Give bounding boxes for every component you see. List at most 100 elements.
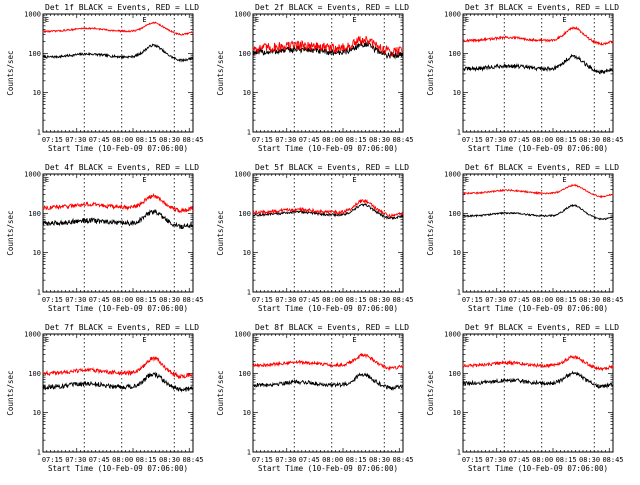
y-axis-label: Counts/sec bbox=[6, 370, 15, 415]
y-tick-label: 1 bbox=[457, 129, 461, 137]
x-axis-label: Start Time (10-Feb-09 07:06:00) bbox=[48, 144, 188, 153]
series-black bbox=[462, 203, 614, 221]
x-tick-label: 08:00 bbox=[532, 456, 553, 464]
plot-frame bbox=[462, 13, 614, 133]
x-tick-label: 08:30 bbox=[369, 136, 390, 144]
series-red bbox=[462, 26, 614, 46]
x-tick-label: 08:45 bbox=[602, 136, 623, 144]
x-tick-label: 08:00 bbox=[532, 296, 553, 304]
x-tick-label: 07:15 bbox=[42, 296, 63, 304]
series-red bbox=[462, 354, 614, 372]
x-tick-label: 08:15 bbox=[556, 136, 577, 144]
panel-8: Det 8f BLACK = Events, RED = LLD 1 10 100 10… bbox=[216, 323, 414, 473]
panel-3: Det 3f BLACK = Events, RED = LLD 1 10 100 10… bbox=[426, 3, 624, 153]
y-tick-label: 1 bbox=[457, 449, 461, 457]
series-red bbox=[252, 198, 404, 218]
plot-frame bbox=[252, 173, 404, 293]
y-axis-label: Counts/sec bbox=[216, 210, 225, 255]
series-black bbox=[252, 41, 404, 60]
x-tick-label: 07:15 bbox=[252, 456, 273, 464]
x-tick-label: 08:00 bbox=[322, 296, 343, 304]
panel-title: Det 9f BLACK = Events, RED = LLD bbox=[465, 323, 619, 332]
panel-9: Det 9f BLACK = Events, RED = LLD 1 10 100 10… bbox=[426, 323, 624, 473]
x-tick-label: 07:30 bbox=[65, 136, 86, 144]
x-axis: 07:15 07:30 07:45 08:00 08:15 08:30 08:45 bbox=[42, 174, 204, 304]
x-axis-label: Start Time (10-Feb-09 07:06:00) bbox=[48, 464, 188, 473]
x-tick-label: 08:15 bbox=[346, 136, 367, 144]
x-tick-label: 08:15 bbox=[346, 296, 367, 304]
x-tick-label: 08:45 bbox=[602, 296, 623, 304]
y-tick-label: 10 bbox=[453, 249, 461, 257]
x-axis-label: Start Time (10-Feb-09 07:06:00) bbox=[48, 304, 188, 313]
x-tick-label: 07:45 bbox=[299, 296, 320, 304]
panel-5: Det 5f BLACK = Events, RED = LLD 1 10 100 10… bbox=[216, 163, 414, 313]
x-tick-label: 08:30 bbox=[159, 456, 180, 464]
y-axis-label: Counts/sec bbox=[216, 50, 225, 95]
panel-title: Det 8f BLACK = Events, RED = LLD bbox=[255, 323, 409, 332]
x-tick-label: 07:45 bbox=[509, 296, 530, 304]
e-marker: E bbox=[255, 16, 259, 24]
y-tick-label: 1000 bbox=[234, 11, 251, 19]
x-tick-label: 08:30 bbox=[579, 136, 600, 144]
x-axis: 07:15 07:30 07:45 08:00 08:15 08:30 08:45 bbox=[252, 174, 414, 304]
x-tick-label: 07:15 bbox=[462, 136, 483, 144]
e-marker: E bbox=[142, 176, 146, 184]
x-tick-label: 07:15 bbox=[462, 456, 483, 464]
x-tick-label: 07:15 bbox=[42, 456, 63, 464]
panel-title: Det 4f BLACK = Events, RED = LLD bbox=[45, 163, 199, 172]
x-tick-label: 08:15 bbox=[346, 456, 367, 464]
x-tick-label: 08:00 bbox=[322, 136, 343, 144]
x-axis: 07:15 07:30 07:45 08:00 08:15 08:30 08:45 bbox=[462, 334, 624, 464]
e-marker: E bbox=[352, 176, 356, 184]
y-tick-label: 1000 bbox=[24, 11, 41, 19]
series-black bbox=[42, 43, 194, 63]
y-tick-label: 1 bbox=[247, 129, 251, 137]
x-tick-label: 08:00 bbox=[532, 136, 553, 144]
y-tick-label: 100 bbox=[28, 50, 41, 58]
y-tick-label: 10 bbox=[33, 409, 41, 417]
panel-title: Det 7f BLACK = Events, RED = LLD bbox=[45, 323, 199, 332]
panel-6: Det 6f BLACK = Events, RED = LLD 1 10 100 10… bbox=[426, 163, 624, 313]
series-black bbox=[252, 203, 404, 221]
y-tick-label: 1000 bbox=[234, 171, 251, 179]
y-tick-label: 1000 bbox=[444, 11, 461, 19]
x-axis-label: Start Time (10-Feb-09 07:06:00) bbox=[468, 464, 608, 473]
y-tick-label: 1 bbox=[37, 129, 41, 137]
y-axis: 1 10 100 1000 bbox=[24, 331, 193, 457]
y-axis: 1 10 100 1000 bbox=[444, 11, 613, 137]
x-tick-label: 07:30 bbox=[65, 296, 86, 304]
y-tick-label: 100 bbox=[238, 210, 251, 218]
y-axis: 1 10 100 1000 bbox=[444, 171, 613, 297]
x-tick-label: 08:30 bbox=[159, 296, 180, 304]
y-tick-label: 100 bbox=[448, 50, 461, 58]
x-tick-label: 08:30 bbox=[159, 136, 180, 144]
x-tick-label: 08:15 bbox=[136, 296, 157, 304]
x-tick-label: 08:15 bbox=[556, 296, 577, 304]
e-marker: E bbox=[45, 176, 49, 184]
y-tick-label: 10 bbox=[453, 409, 461, 417]
x-tick-label: 08:45 bbox=[182, 136, 203, 144]
x-tick-label: 07:30 bbox=[485, 456, 506, 464]
x-tick-label: 08:00 bbox=[322, 456, 343, 464]
e-marker: E bbox=[45, 16, 49, 24]
y-tick-label: 1 bbox=[457, 289, 461, 297]
series-black bbox=[42, 209, 194, 230]
y-tick-label: 1 bbox=[37, 449, 41, 457]
y-axis-label: Counts/sec bbox=[426, 50, 435, 95]
plot-frame bbox=[252, 13, 404, 133]
y-tick-label: 10 bbox=[243, 249, 251, 257]
y-tick-label: 1000 bbox=[444, 171, 461, 179]
y-axis-label: Counts/sec bbox=[6, 210, 15, 255]
y-tick-label: 1 bbox=[247, 449, 251, 457]
x-tick-label: 08:45 bbox=[392, 296, 413, 304]
panel-title: Det 2f BLACK = Events, RED = LLD bbox=[255, 3, 409, 12]
series-black bbox=[253, 372, 404, 391]
x-tick-label: 07:15 bbox=[462, 296, 483, 304]
x-tick-label: 08:15 bbox=[136, 456, 157, 464]
series-black bbox=[42, 371, 194, 393]
x-tick-label: 08:00 bbox=[112, 456, 133, 464]
y-axis: 1 10 100 1000 bbox=[24, 171, 193, 297]
panel-1: Det 1f BLACK = Events, RED = LLD 1 10 100 10… bbox=[6, 3, 204, 153]
y-axis: 1 10 100 1000 bbox=[24, 11, 193, 137]
x-tick-label: 08:45 bbox=[182, 296, 203, 304]
